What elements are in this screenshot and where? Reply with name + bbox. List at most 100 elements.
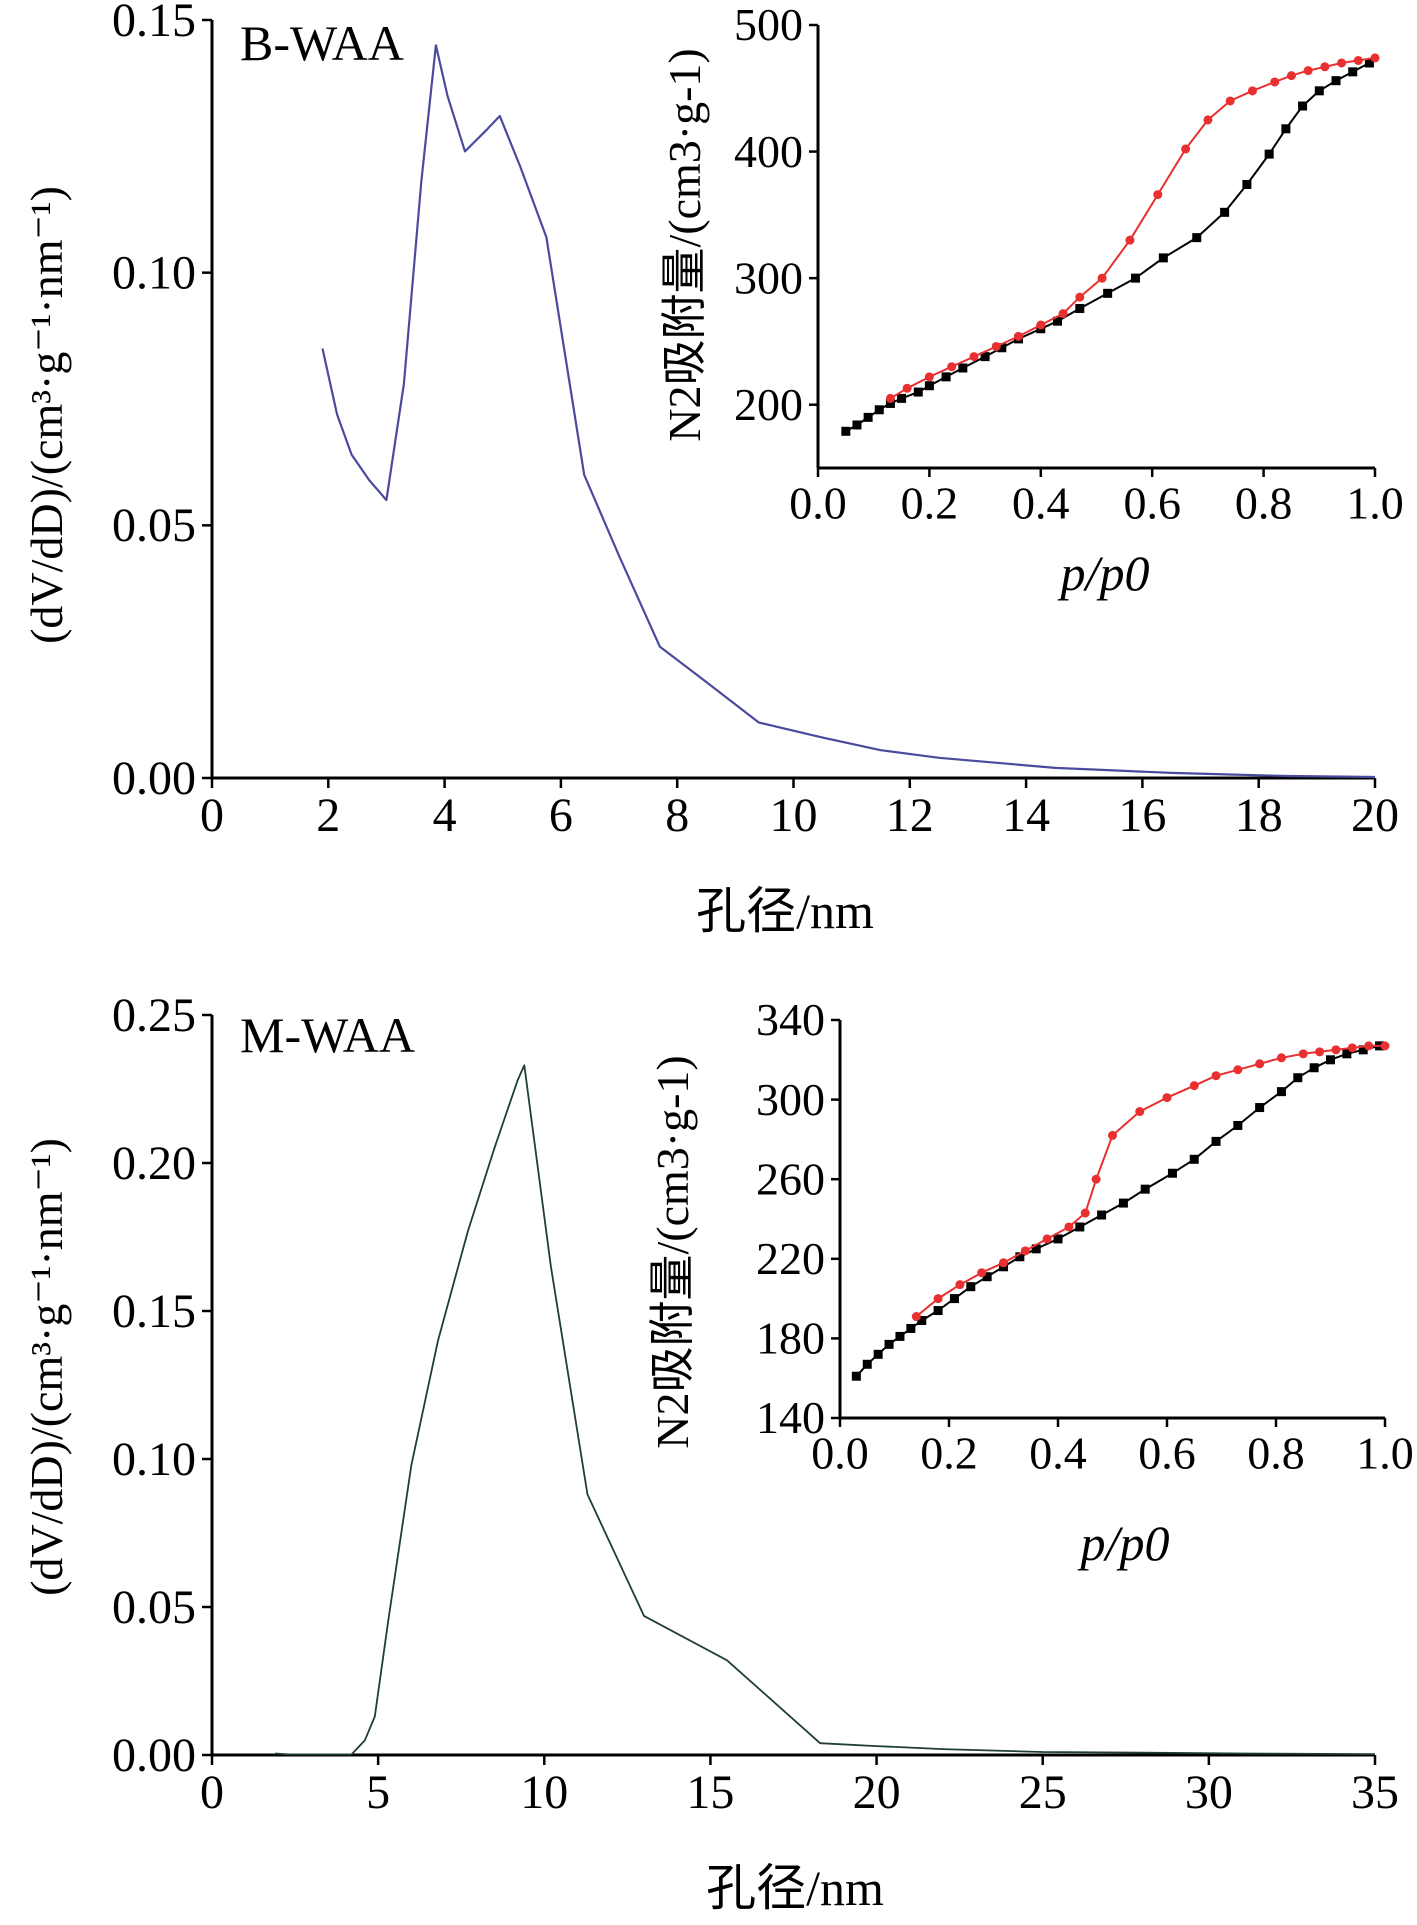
bottom-inset-y-tick-label: 260 <box>756 1153 825 1204</box>
chart-bottom-main: 0 5 10 15 20 25 30 35 0.00 0.05 0.10 0.15 0.20 0.25 M… <box>21 989 1399 1916</box>
bottom-inset-series-1-point <box>933 1294 943 1304</box>
top-main-x-tick-label: 8 <box>665 789 689 842</box>
top-inset-series-0-point <box>1242 179 1252 189</box>
top-inset-series-0-point <box>1331 76 1341 86</box>
bottom-inset-x-tick-label: 0.8 <box>1247 1427 1305 1478</box>
top-inset-series-0-point <box>958 363 968 373</box>
top-inset-series-1-point <box>947 362 957 372</box>
top-inset-series-0-point <box>1075 304 1085 314</box>
bottom-inset-series-0-point <box>1255 1103 1265 1113</box>
bottom-main-x-tick-label: 20 <box>853 1766 901 1819</box>
top-main-y-tick-label: 0.10 <box>112 247 196 300</box>
top-inset-series-0-point <box>1364 58 1374 68</box>
top-inset-x-tick-label: 1.0 <box>1346 477 1404 528</box>
top-inset-series-1-point <box>1203 115 1213 125</box>
top-inset-series-1-point <box>1036 320 1046 330</box>
top-inset-series-1-point <box>1097 273 1107 283</box>
top-inset-series-0-point <box>1130 273 1140 283</box>
top-main-y-tick-label: 0.00 <box>112 752 196 805</box>
top-inset-series-0-point <box>980 352 990 362</box>
bottom-inset-series-0-point <box>982 1272 992 1282</box>
top-inset-y-tick-label: 400 <box>734 126 803 177</box>
bottom-inset-x-tick-label: 0.2 <box>920 1427 978 1478</box>
top-inset-y-tick-label: 500 <box>734 0 803 50</box>
top-main-x-tick-label: 14 <box>1002 789 1050 842</box>
top-main-y-tick-label: 0.15 <box>112 0 196 47</box>
top-main-x-tick-label: 20 <box>1351 789 1399 842</box>
bottom-main-y-tick-label: 0.25 <box>112 989 196 1042</box>
top-inset-series-0-point <box>1314 86 1324 96</box>
top-inset-series-1-point <box>1320 62 1330 72</box>
bottom-inset-series-0-point <box>1293 1073 1303 1083</box>
bottom-inset-series-0-point <box>851 1371 861 1381</box>
bottom-inset-series-1-point <box>1315 1047 1325 1057</box>
top-inset-series-0-point <box>913 387 923 397</box>
bottom-inset-series-1-point <box>1364 1041 1374 1051</box>
top-inset-series-1-point <box>1058 309 1068 319</box>
top-inset-series-1-point <box>1247 86 1257 96</box>
bottom-main-series-0-line <box>275 1064 1376 1756</box>
top-main-series-0-line <box>321 44 1376 779</box>
bottom-inset-series-0-point <box>1140 1184 1150 1194</box>
bottom-inset-series-1-point <box>1347 1043 1357 1053</box>
top-main-xlabel: 孔径/nm <box>696 883 874 939</box>
top-main-x-tick-label: 2 <box>316 789 340 842</box>
bottom-inset-series-1-point <box>1108 1130 1117 1140</box>
bottom-inset-series-0-point <box>1075 1222 1085 1232</box>
top-inset-series-1-point <box>1181 144 1191 154</box>
bottom-inset-series-0-point <box>895 1331 905 1341</box>
top-main-x-tick-label: 0 <box>200 789 224 842</box>
bottom-inset-series <box>851 1041 1390 1381</box>
bottom-inset-series-1-point <box>977 1268 987 1278</box>
top-main-x-tick-label: 6 <box>549 789 573 842</box>
bottom-inset-series-1-point <box>955 1280 965 1290</box>
bottom-inset-series-0-point <box>1189 1154 1199 1164</box>
bottom-inset-series-0-point <box>1211 1136 1221 1146</box>
top-inset-series-0-point <box>941 372 951 382</box>
top-inset-x-tick-label: 0.2 <box>901 477 959 528</box>
bottom-inset-series-0-point <box>906 1323 916 1333</box>
bottom-inset-series-1-point <box>1091 1174 1101 1184</box>
bottom-inset-series-0-point <box>873 1349 883 1359</box>
top-inset-series-1-point <box>991 341 1001 351</box>
top-main-x-tick-label: 4 <box>433 789 457 842</box>
bottom-inset-series-1-point <box>1380 1041 1390 1051</box>
top-main-y-tick-label: 0.05 <box>112 499 196 552</box>
bottom-main-x-tick-label: 10 <box>520 1766 568 1819</box>
chart-top-inset: 0.0 0.2 0.4 0.6 0.8 1.0 200 300 400 500 p/p0 N2吸附… <box>659 0 1404 601</box>
bottom-inset-x-tick-label: 0.4 <box>1029 1427 1087 1478</box>
bottom-inset-series-0-point <box>933 1306 943 1316</box>
top-inset-axes <box>816 25 1375 470</box>
bottom-inset-series-1-point <box>999 1258 1008 1268</box>
bottom-main-ylabel: (dV/dD)/(cm³·g⁻¹·nm⁻¹) <box>21 1138 72 1596</box>
bottom-inset-ylabel: N2吸附量/(cm3·g-1) <box>647 1055 698 1448</box>
top-inset-series-1-point <box>1014 331 1024 341</box>
bottom-inset-series-1-point <box>1331 1045 1341 1055</box>
top-inset-series-0-point <box>1158 253 1168 263</box>
bottom-inset-series-0-point <box>1031 1244 1041 1254</box>
top-inset-series-0-point <box>897 393 907 403</box>
top-main-annotation: B-WAA <box>240 15 404 71</box>
top-inset-y-tick-label: 200 <box>734 379 803 430</box>
bottom-inset-series-1-point <box>1233 1065 1243 1075</box>
top-inset-x-tick-label: 0.4 <box>1012 477 1070 528</box>
top-inset-series-1-point <box>924 372 934 382</box>
bottom-main-y-tick-label: 0.05 <box>112 1581 196 1634</box>
bottom-inset-xlabel: p/p0 <box>1078 1515 1170 1571</box>
bottom-inset-series-1-point <box>1298 1049 1308 1059</box>
top-main-x-tick-label: 12 <box>886 789 934 842</box>
top-inset-y-tick-label: 300 <box>734 252 803 303</box>
top-main-ylabel: (dV/dD)/(cm³·g⁻¹·nm⁻¹) <box>21 186 72 644</box>
bottom-inset-y-tick-label: 220 <box>756 1233 825 1284</box>
bottom-inset-series-1-point <box>1135 1107 1145 1117</box>
bottom-inset-series-0-point <box>966 1282 976 1292</box>
bottom-inset-series-0-point <box>1167 1168 1177 1178</box>
bottom-main-x-tick-label: 5 <box>366 1766 390 1819</box>
bottom-inset-series-0-point <box>1342 1049 1352 1059</box>
top-inset-series-0-point <box>1298 101 1308 111</box>
bottom-inset-ticks: 0.0 0.2 0.4 0.6 0.8 1.0 140 180 220 260 300 340 <box>756 994 1414 1478</box>
bottom-inset-x-tick-label: 0.6 <box>1138 1427 1196 1478</box>
top-inset-series-0-point <box>997 343 1007 353</box>
top-inset-series-1-point <box>1353 55 1363 65</box>
top-main-x-tick-label: 10 <box>770 789 818 842</box>
